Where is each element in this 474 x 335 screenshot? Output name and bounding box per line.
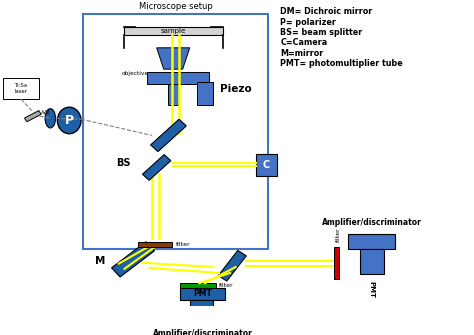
Text: C: C (263, 160, 270, 170)
FancyBboxPatch shape (3, 78, 38, 99)
FancyBboxPatch shape (360, 249, 383, 274)
Text: BS: BS (116, 158, 131, 168)
Text: λ/2: λ/2 (41, 110, 51, 115)
Ellipse shape (45, 109, 55, 128)
FancyBboxPatch shape (180, 288, 225, 300)
Text: P: P (64, 114, 74, 127)
FancyBboxPatch shape (168, 84, 179, 106)
Polygon shape (218, 251, 246, 281)
FancyBboxPatch shape (348, 234, 395, 249)
Text: DM: DM (185, 120, 203, 130)
Ellipse shape (57, 107, 81, 134)
Text: objective: objective (121, 71, 148, 76)
Text: PMT: PMT (369, 281, 374, 298)
FancyBboxPatch shape (256, 154, 277, 176)
FancyBboxPatch shape (138, 242, 172, 247)
FancyBboxPatch shape (190, 300, 213, 309)
Text: Amplifier/discriminator: Amplifier/discriminator (322, 218, 422, 227)
FancyBboxPatch shape (334, 247, 338, 279)
Polygon shape (25, 111, 41, 122)
Text: Piezo: Piezo (220, 84, 252, 94)
FancyBboxPatch shape (147, 72, 209, 84)
Text: filter: filter (336, 227, 341, 242)
Text: Ti:Sa
laser: Ti:Sa laser (15, 83, 27, 94)
Polygon shape (151, 119, 186, 151)
FancyBboxPatch shape (180, 283, 216, 288)
FancyBboxPatch shape (164, 311, 242, 323)
Text: Amplifier/discriminator: Amplifier/discriminator (153, 329, 253, 335)
Text: filter: filter (219, 283, 234, 288)
Text: PMT: PMT (193, 289, 212, 298)
Text: sample: sample (161, 28, 186, 34)
Polygon shape (156, 48, 190, 69)
Text: M: M (95, 257, 105, 266)
FancyBboxPatch shape (197, 82, 213, 106)
Polygon shape (111, 242, 155, 277)
Text: Microscope setup: Microscope setup (139, 2, 212, 11)
Text: DM= Dichroic mirror
P= polarizer
BS= beam splitter
C=Camera
M=mirror
PMT= photom: DM= Dichroic mirror P= polarizer BS= bea… (281, 7, 403, 68)
FancyBboxPatch shape (124, 27, 223, 35)
Text: filter: filter (175, 242, 190, 247)
Polygon shape (143, 155, 171, 180)
